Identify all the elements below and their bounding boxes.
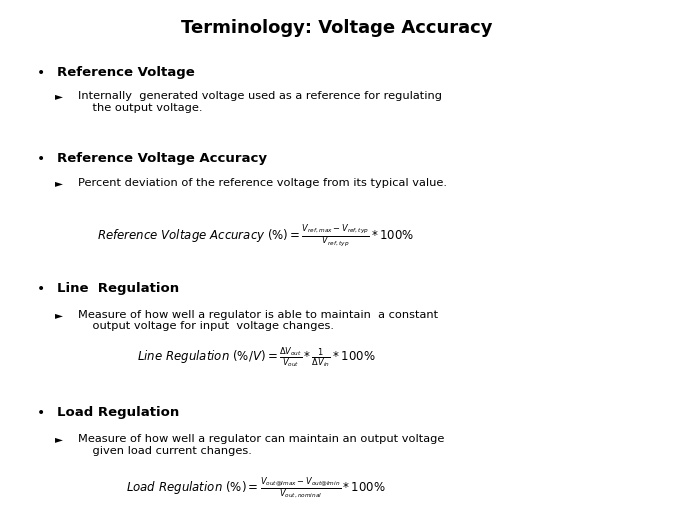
Text: Terminology: Voltage Accuracy: Terminology: Voltage Accuracy	[181, 19, 493, 37]
Text: Internally  generated voltage used as a reference for regulating
    the output : Internally generated voltage used as a r…	[78, 91, 441, 113]
Text: $\mathit{Line\ Regulation\ (\%/V)} = \frac{\Delta V_{out}}{V_{out}} * \frac{1}{\: $\mathit{Line\ Regulation\ (\%/V)} = \fr…	[137, 344, 375, 369]
Text: Load Regulation: Load Regulation	[57, 405, 179, 418]
Text: ►: ►	[55, 309, 63, 319]
Text: Measure of how well a regulator can maintain an output voltage
    given load cu: Measure of how well a regulator can main…	[78, 433, 444, 455]
Text: Line  Regulation: Line Regulation	[57, 282, 179, 295]
Text: Measure of how well a regulator is able to maintain  a constant
    output volta: Measure of how well a regulator is able …	[78, 309, 437, 331]
Text: ►: ►	[55, 433, 63, 443]
Text: ►: ►	[55, 178, 63, 188]
Text: •: •	[37, 282, 45, 296]
Text: Percent deviation of the reference voltage from its typical value.: Percent deviation of the reference volta…	[78, 178, 446, 188]
Text: •: •	[37, 152, 45, 166]
Text: Reference Voltage Accuracy: Reference Voltage Accuracy	[57, 152, 268, 165]
Text: ►: ►	[55, 91, 63, 101]
Text: •: •	[37, 405, 45, 419]
Text: $\mathit{Load\ Regulation\ (\%)} = \frac{V_{out@Imax} - V_{out@Imin}}{V_{out,nom: $\mathit{Load\ Regulation\ (\%)} = \frac…	[126, 475, 386, 500]
Text: •: •	[37, 66, 45, 80]
Text: $\mathit{Reference\ Voltage\ Accuracy\ (\%)} = \frac{V_{ref,max} - V_{ref,typ}}{: $\mathit{Reference\ Voltage\ Accuracy\ (…	[98, 222, 415, 249]
Text: Reference Voltage: Reference Voltage	[57, 66, 195, 79]
